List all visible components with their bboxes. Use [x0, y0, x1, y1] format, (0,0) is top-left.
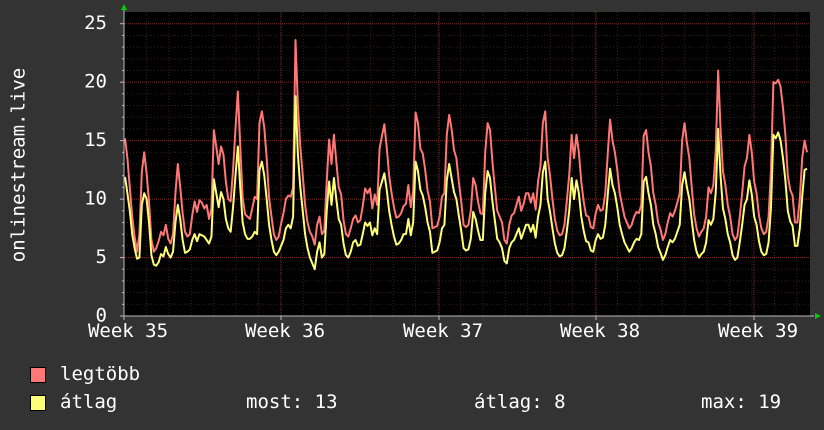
legend-swatch-avg	[30, 395, 46, 411]
stat-now: most: 13	[246, 391, 338, 413]
y-tick-label: 20	[84, 71, 107, 93]
x-tick-label: Week 36	[245, 320, 325, 342]
x-tick-label: Week 37	[403, 320, 483, 342]
y-tick-label: 5	[96, 246, 107, 268]
series-line-max	[124, 39, 808, 253]
x-tick-label: Week 38	[560, 320, 640, 342]
series-line-avg	[124, 95, 808, 271]
legend-label-avg: átlag	[60, 391, 118, 413]
y-axis-label: onlinestream.live	[8, 68, 30, 262]
stat-max: max: 19	[701, 391, 782, 413]
y-axis-arrow-icon	[121, 4, 127, 10]
y-tick-labels: 0 5 10 15 20 25	[84, 12, 107, 326]
y-tick-label: 15	[84, 129, 107, 151]
y-tick-label: 0	[96, 305, 107, 327]
x-tick-label: Week 35	[88, 320, 168, 342]
x-axis-arrow-icon	[815, 313, 821, 319]
legend-label-max: legtöbb	[60, 363, 141, 385]
x-tick-labels: Week 35 Week 36 Week 37 Week 38 Week 39	[88, 320, 798, 342]
axes	[120, 4, 821, 320]
y-tick-label: 10	[84, 188, 107, 210]
series-layer	[124, 39, 808, 271]
x-tick-label: Week 39	[718, 320, 798, 342]
y-tick-label: 25	[84, 12, 107, 34]
legend-swatch-max	[30, 367, 46, 383]
stat-average: átlag: 8	[474, 391, 566, 413]
